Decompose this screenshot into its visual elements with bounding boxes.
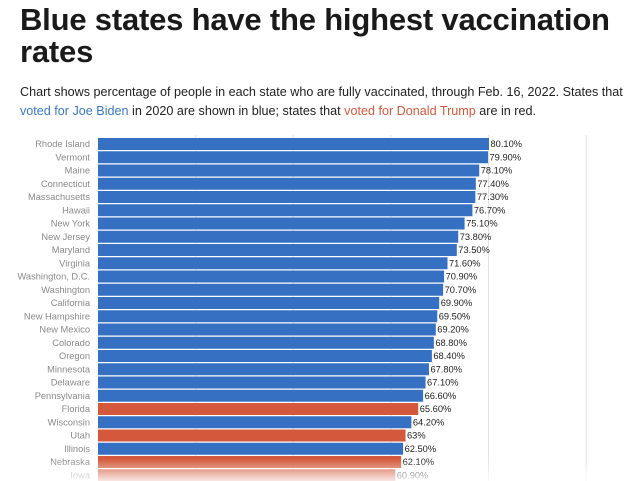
category-label: Wisconsin [48, 417, 90, 427]
chart-description: Chart shows percentage of people in each… [20, 83, 625, 121]
value-label: 77.40% [477, 179, 509, 189]
bar[interactable] [98, 177, 476, 190]
category-label: Illinois [64, 444, 90, 454]
category-label: Maine [65, 166, 90, 176]
value-label: 73.80% [460, 232, 492, 242]
bar[interactable] [98, 350, 432, 362]
value-label: 69.90% [441, 298, 473, 308]
description-text-2: in 2020 are shown in blue; states that [128, 104, 345, 118]
category-label: New York [51, 219, 91, 229]
category-label: Oregon [59, 351, 90, 361]
bar[interactable] [98, 456, 402, 468]
category-label: New Hampshire [24, 311, 90, 321]
chart-title: Blue states have the highest vaccination… [20, 2, 610, 69]
bar[interactable] [98, 230, 459, 243]
category-label: Rhode Island [35, 139, 90, 149]
value-label: 76.70% [474, 205, 506, 215]
value-label: 70.70% [445, 285, 477, 295]
category-label: Maryland [52, 245, 90, 255]
value-label: 79.90% [490, 152, 522, 162]
value-label: 67.80% [430, 364, 462, 374]
description-text-3: are in red. [475, 104, 536, 118]
bar[interactable] [98, 283, 444, 296]
value-label: 62.10% [403, 457, 435, 467]
bar[interactable] [98, 363, 429, 376]
vaccination-bar-chart: Rhode Island 80.10% Vermont 79.90% Maine 78.1… [17, 135, 587, 481]
value-label: 65.60% [420, 404, 452, 414]
category-label: Florida [62, 404, 91, 414]
value-label: 68.40% [433, 351, 465, 361]
bar[interactable] [98, 469, 396, 481]
trump-legend-link[interactable]: voted for Donald Trump [344, 104, 476, 118]
value-label: 69.50% [439, 311, 471, 321]
category-label: Virginia [59, 258, 91, 268]
value-label: 62.50% [405, 444, 437, 454]
category-label: Washington [41, 285, 90, 295]
bar[interactable] [98, 138, 489, 150]
category-label: California [51, 298, 91, 308]
value-label: 66.60% [425, 391, 457, 401]
bar[interactable] [98, 389, 424, 402]
value-label: 64.20% [413, 417, 445, 427]
bar[interactable] [98, 403, 419, 415]
value-label: 71.60% [449, 258, 481, 268]
bar[interactable] [98, 164, 480, 177]
bar[interactable] [98, 191, 476, 203]
bar[interactable] [98, 257, 448, 270]
category-label: Colorado [52, 338, 90, 348]
value-label: 73.50% [458, 245, 490, 255]
value-label: 75.10% [466, 219, 498, 229]
value-label: 70.90% [446, 272, 478, 282]
value-label: 63% [407, 431, 426, 441]
category-label: Iowa [70, 470, 90, 480]
bar[interactable] [98, 151, 489, 164]
category-label: Utah [70, 431, 90, 441]
value-label: 80.10% [491, 139, 523, 149]
bar[interactable] [98, 323, 436, 336]
bar[interactable] [98, 442, 404, 455]
value-label: 77.30% [477, 192, 509, 202]
category-label: Washington, D.C. [17, 272, 90, 282]
value-label: 69.20% [437, 325, 469, 335]
category-label: New Jersey [41, 232, 90, 242]
value-label: 67.10% [427, 378, 459, 388]
category-label: Vermont [55, 152, 90, 162]
bar[interactable] [98, 429, 406, 442]
bar[interactable] [98, 297, 440, 309]
category-label: Connecticut [41, 179, 91, 189]
category-label: Minnesota [47, 364, 91, 374]
bar[interactable] [98, 416, 412, 429]
category-label: Delaware [51, 378, 90, 388]
category-label: Hawaii [62, 205, 90, 215]
biden-legend-link[interactable]: voted for Joe Biden [20, 104, 129, 118]
bar[interactable] [98, 376, 426, 389]
bar[interactable] [98, 204, 473, 217]
bar[interactable] [98, 270, 445, 283]
bar[interactable] [98, 336, 434, 349]
description-text-1: Chart shows percentage of people in each… [20, 85, 623, 99]
value-label: 68.80% [435, 338, 467, 348]
bar[interactable] [98, 217, 465, 230]
bar[interactable] [98, 244, 457, 256]
category-label: Massachusetts [28, 192, 90, 202]
value-label: 60.90% [397, 470, 429, 480]
category-label: Pennsylvania [35, 391, 91, 401]
value-label: 78.10% [481, 166, 513, 176]
category-label: Nebraska [50, 457, 91, 467]
category-label: New Mexico [39, 325, 90, 335]
bar[interactable] [98, 310, 438, 323]
